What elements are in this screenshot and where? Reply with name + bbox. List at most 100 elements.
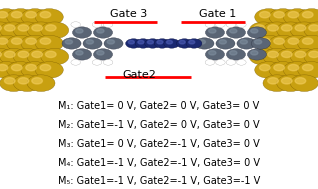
Circle shape [154, 39, 170, 48]
Circle shape [73, 27, 92, 38]
Circle shape [21, 62, 49, 78]
Circle shape [176, 39, 192, 48]
Circle shape [35, 35, 63, 52]
Circle shape [0, 9, 20, 25]
Circle shape [41, 22, 69, 39]
Circle shape [164, 39, 180, 48]
Circle shape [274, 38, 284, 44]
Circle shape [104, 38, 123, 49]
Circle shape [0, 12, 8, 18]
Circle shape [259, 38, 270, 44]
Circle shape [18, 51, 29, 57]
Circle shape [92, 60, 102, 65]
Circle shape [274, 12, 284, 18]
Circle shape [4, 78, 15, 84]
Circle shape [76, 51, 83, 55]
Circle shape [302, 64, 313, 71]
Circle shape [295, 78, 306, 84]
Circle shape [230, 51, 237, 55]
Circle shape [7, 35, 35, 52]
Circle shape [288, 64, 299, 71]
Circle shape [283, 35, 311, 52]
Circle shape [167, 40, 172, 44]
Circle shape [263, 75, 291, 91]
Circle shape [32, 78, 42, 84]
Circle shape [0, 62, 20, 78]
Circle shape [259, 64, 270, 71]
Circle shape [254, 40, 262, 44]
Circle shape [32, 51, 42, 57]
Circle shape [198, 40, 205, 44]
Circle shape [93, 27, 113, 38]
Circle shape [283, 62, 311, 78]
Circle shape [304, 22, 318, 39]
Circle shape [251, 38, 270, 49]
Circle shape [255, 62, 283, 78]
Circle shape [41, 48, 69, 65]
Circle shape [277, 22, 305, 39]
Circle shape [126, 39, 142, 48]
Circle shape [83, 38, 102, 49]
Circle shape [21, 9, 49, 25]
Circle shape [274, 64, 284, 71]
Circle shape [0, 48, 28, 65]
Circle shape [103, 22, 113, 27]
Circle shape [0, 64, 8, 71]
Circle shape [107, 40, 114, 44]
Circle shape [269, 9, 297, 25]
Circle shape [249, 22, 277, 39]
Circle shape [268, 51, 278, 57]
Circle shape [295, 25, 306, 31]
Circle shape [11, 38, 22, 44]
Circle shape [7, 9, 35, 25]
Circle shape [288, 38, 299, 44]
Circle shape [247, 27, 266, 38]
Circle shape [269, 35, 297, 52]
Circle shape [186, 39, 202, 48]
Circle shape [145, 39, 161, 48]
Circle shape [27, 75, 55, 91]
Circle shape [209, 51, 216, 55]
Circle shape [103, 60, 113, 65]
Circle shape [237, 60, 246, 65]
Circle shape [13, 22, 41, 39]
Circle shape [259, 12, 270, 18]
Circle shape [32, 25, 42, 31]
Circle shape [71, 60, 80, 65]
Circle shape [226, 27, 245, 38]
Circle shape [27, 48, 55, 65]
Circle shape [240, 40, 247, 44]
Circle shape [216, 60, 225, 65]
Circle shape [189, 40, 195, 44]
Circle shape [298, 35, 318, 52]
Circle shape [298, 62, 318, 78]
Circle shape [195, 38, 214, 49]
Circle shape [216, 38, 235, 49]
Circle shape [92, 22, 102, 27]
Circle shape [205, 27, 225, 38]
Circle shape [309, 51, 318, 57]
Circle shape [45, 51, 56, 57]
Circle shape [304, 48, 318, 65]
Circle shape [226, 49, 245, 60]
Circle shape [73, 49, 92, 60]
Text: M₅: Gate1=-1 V, Gate2=-1 V, Gate3=-1 V: M₅: Gate1=-1 V, Gate2=-1 V, Gate3=-1 V [58, 177, 260, 186]
Circle shape [135, 39, 151, 48]
Circle shape [97, 29, 104, 33]
Circle shape [226, 22, 236, 27]
Circle shape [277, 48, 305, 65]
Circle shape [148, 40, 153, 44]
Circle shape [27, 22, 55, 39]
Circle shape [40, 12, 51, 18]
Circle shape [281, 51, 292, 57]
Circle shape [138, 40, 144, 44]
Circle shape [128, 40, 134, 44]
Circle shape [0, 35, 20, 52]
Text: Gate 3: Gate 3 [110, 9, 147, 19]
Circle shape [254, 25, 265, 31]
Circle shape [281, 25, 292, 31]
Circle shape [277, 75, 305, 91]
Circle shape [237, 22, 246, 27]
Circle shape [0, 38, 8, 44]
Circle shape [216, 22, 225, 27]
